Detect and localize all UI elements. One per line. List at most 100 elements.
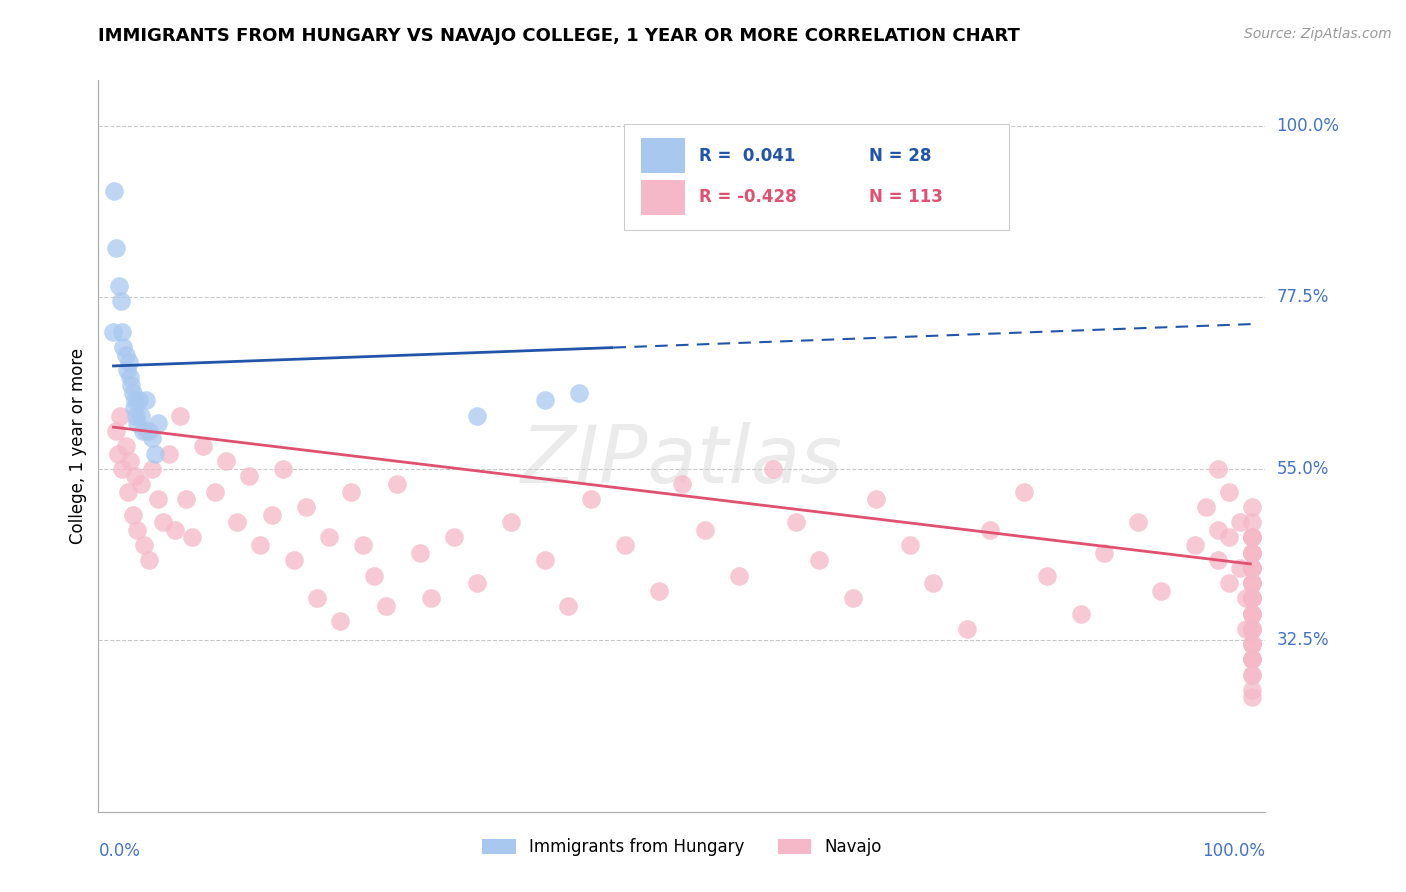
- Point: [132, 538, 155, 552]
- Point: [1240, 667, 1263, 681]
- Point: [1240, 576, 1263, 591]
- Point: [112, 340, 135, 354]
- Point: [1218, 530, 1240, 544]
- Point: [1240, 682, 1263, 697]
- Point: [124, 393, 146, 408]
- Point: [1149, 583, 1171, 598]
- Point: [104, 241, 127, 255]
- Point: [103, 325, 125, 339]
- Point: [329, 614, 352, 628]
- Point: [157, 447, 180, 461]
- Point: [180, 530, 202, 544]
- Text: 55.0%: 55.0%: [1277, 460, 1329, 478]
- Point: [152, 515, 174, 529]
- Text: R =  0.041: R = 0.041: [699, 146, 796, 165]
- Point: [114, 348, 136, 362]
- Point: [1240, 622, 1263, 636]
- Text: 0.0%: 0.0%: [98, 842, 141, 860]
- Point: [129, 477, 152, 491]
- Point: [108, 409, 131, 423]
- Point: [1234, 622, 1257, 636]
- Point: [557, 599, 579, 613]
- Point: [1184, 538, 1206, 552]
- Point: [1240, 546, 1263, 560]
- Point: [120, 370, 142, 384]
- Point: [1240, 652, 1263, 666]
- Point: [121, 385, 143, 400]
- Point: [1240, 637, 1263, 651]
- Point: [111, 325, 134, 339]
- Point: [1206, 462, 1229, 476]
- Point: [145, 447, 167, 461]
- Point: [1240, 637, 1263, 651]
- Point: [1229, 515, 1251, 529]
- Point: [465, 409, 488, 423]
- Point: [110, 294, 132, 309]
- Point: [128, 393, 150, 408]
- Text: 100.0%: 100.0%: [1277, 117, 1340, 135]
- Point: [1240, 622, 1263, 636]
- Point: [1234, 591, 1257, 606]
- Point: [141, 431, 163, 445]
- Point: [1240, 561, 1263, 575]
- Point: [307, 591, 329, 606]
- Point: [146, 416, 169, 430]
- Point: [127, 523, 149, 537]
- Point: [534, 553, 557, 567]
- Point: [762, 462, 785, 476]
- Point: [1240, 530, 1263, 544]
- Point: [271, 462, 294, 476]
- Point: [138, 553, 160, 567]
- Point: [1240, 667, 1263, 681]
- Point: [1240, 561, 1263, 575]
- Point: [127, 416, 149, 430]
- Point: [648, 583, 671, 598]
- Point: [1070, 607, 1092, 621]
- Point: [1240, 576, 1263, 591]
- Point: [1012, 484, 1035, 499]
- Point: [352, 538, 374, 552]
- Point: [146, 492, 169, 507]
- Point: [1240, 591, 1263, 606]
- Point: [898, 538, 921, 552]
- Point: [671, 477, 693, 491]
- Legend: Immigrants from Hungary, Navajo: Immigrants from Hungary, Navajo: [475, 831, 889, 863]
- Point: [1240, 546, 1263, 560]
- Text: N = 113: N = 113: [869, 188, 942, 206]
- Point: [1240, 576, 1263, 591]
- Point: [132, 424, 155, 438]
- Point: [1126, 515, 1149, 529]
- Point: [295, 500, 318, 514]
- Point: [1092, 546, 1115, 560]
- Text: N = 28: N = 28: [869, 146, 931, 165]
- Point: [318, 530, 340, 544]
- Point: [1195, 500, 1218, 514]
- Point: [1240, 591, 1263, 606]
- Point: [135, 424, 157, 438]
- Point: [374, 599, 396, 613]
- Point: [1240, 652, 1263, 666]
- Point: [693, 523, 716, 537]
- Point: [260, 508, 283, 522]
- Point: [534, 393, 557, 408]
- Point: [1240, 561, 1263, 575]
- Point: [1240, 546, 1263, 560]
- Text: ZIPatlas: ZIPatlas: [520, 422, 844, 500]
- Point: [103, 184, 125, 198]
- Point: [1206, 523, 1229, 537]
- Point: [1240, 530, 1263, 544]
- Point: [163, 523, 186, 537]
- Point: [1240, 591, 1263, 606]
- FancyBboxPatch shape: [624, 124, 1008, 230]
- Text: 100.0%: 100.0%: [1202, 842, 1265, 860]
- Point: [865, 492, 887, 507]
- FancyBboxPatch shape: [641, 138, 685, 173]
- Point: [125, 409, 148, 423]
- Point: [465, 576, 488, 591]
- Point: [141, 462, 163, 476]
- Point: [363, 568, 385, 582]
- Point: [385, 477, 408, 491]
- Point: [121, 508, 143, 522]
- Point: [193, 439, 215, 453]
- Point: [1240, 515, 1263, 529]
